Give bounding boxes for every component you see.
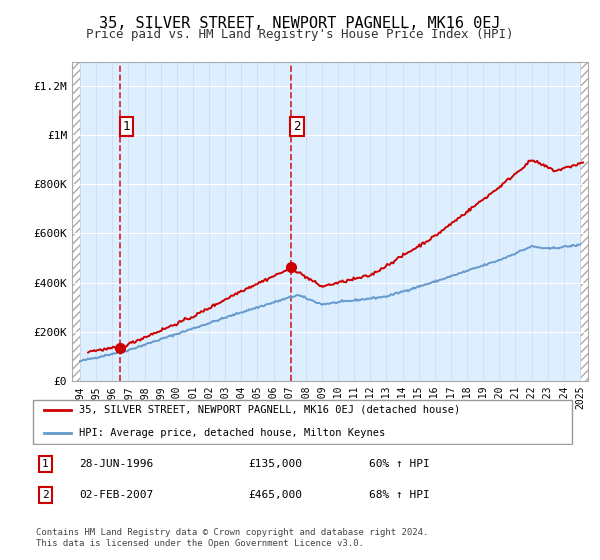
Text: 1: 1: [42, 459, 49, 469]
Bar: [72, 62, 80, 381]
Text: Contains HM Land Registry data © Crown copyright and database right 2024.
This d: Contains HM Land Registry data © Crown c…: [36, 528, 428, 548]
Text: 02-FEB-2007: 02-FEB-2007: [79, 490, 154, 500]
Text: HPI: Average price, detached house, Milton Keynes: HPI: Average price, detached house, Milt…: [79, 428, 385, 438]
Bar: [580, 62, 588, 381]
Bar: [72, 62, 80, 381]
Text: 28-JUN-1996: 28-JUN-1996: [79, 459, 154, 469]
FancyBboxPatch shape: [33, 399, 572, 444]
Bar: [580, 62, 588, 381]
Text: 35, SILVER STREET, NEWPORT PAGNELL, MK16 0EJ (detached house): 35, SILVER STREET, NEWPORT PAGNELL, MK16…: [79, 404, 460, 414]
Text: 1: 1: [122, 120, 130, 133]
Text: £135,000: £135,000: [248, 459, 302, 469]
Text: 68% ↑ HPI: 68% ↑ HPI: [368, 490, 429, 500]
Text: Price paid vs. HM Land Registry's House Price Index (HPI): Price paid vs. HM Land Registry's House …: [86, 28, 514, 41]
Text: 2: 2: [42, 490, 49, 500]
Text: 60% ↑ HPI: 60% ↑ HPI: [368, 459, 429, 469]
Text: £465,000: £465,000: [248, 490, 302, 500]
Text: 35, SILVER STREET, NEWPORT PAGNELL, MK16 0EJ: 35, SILVER STREET, NEWPORT PAGNELL, MK16…: [99, 16, 501, 31]
Text: 2: 2: [293, 120, 301, 133]
